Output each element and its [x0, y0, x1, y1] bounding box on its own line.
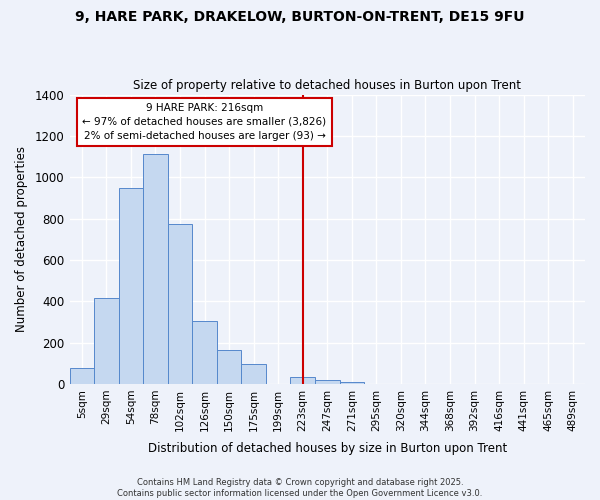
Bar — [94, 298, 119, 384]
Bar — [217, 350, 241, 384]
Bar — [241, 364, 266, 384]
Bar — [70, 368, 94, 384]
Bar — [168, 224, 192, 384]
Bar — [290, 376, 315, 384]
Text: 9, HARE PARK, DRAKELOW, BURTON-ON-TRENT, DE15 9FU: 9, HARE PARK, DRAKELOW, BURTON-ON-TRENT,… — [75, 10, 525, 24]
Bar — [119, 188, 143, 384]
Title: Size of property relative to detached houses in Burton upon Trent: Size of property relative to detached ho… — [133, 79, 521, 92]
Bar — [340, 382, 364, 384]
Bar — [315, 380, 340, 384]
Text: 9 HARE PARK: 216sqm
← 97% of detached houses are smaller (3,826)
2% of semi-deta: 9 HARE PARK: 216sqm ← 97% of detached ho… — [82, 103, 326, 141]
Bar — [143, 154, 168, 384]
Y-axis label: Number of detached properties: Number of detached properties — [15, 146, 28, 332]
Bar — [192, 321, 217, 384]
X-axis label: Distribution of detached houses by size in Burton upon Trent: Distribution of detached houses by size … — [148, 442, 507, 455]
Text: Contains HM Land Registry data © Crown copyright and database right 2025.
Contai: Contains HM Land Registry data © Crown c… — [118, 478, 482, 498]
